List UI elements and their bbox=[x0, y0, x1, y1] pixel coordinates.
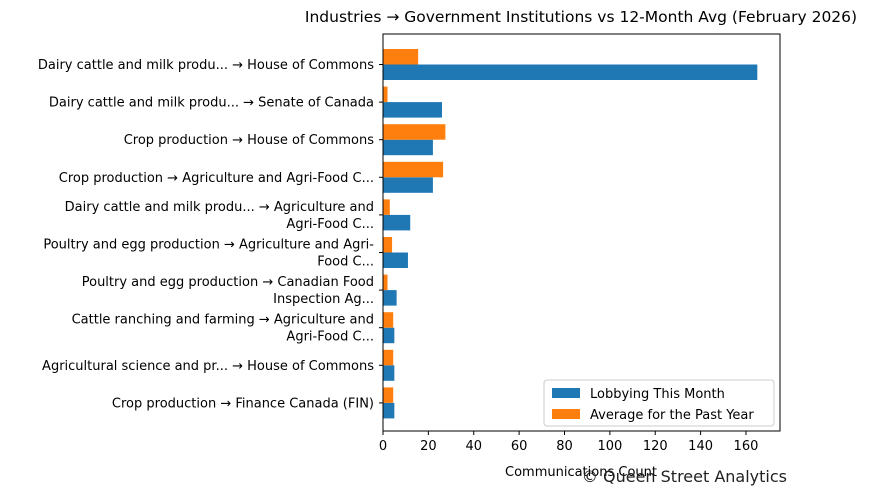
x-tick-label-1: 20 bbox=[420, 439, 437, 454]
y-tick-label-line: Agricultural science and pr... → House o… bbox=[42, 359, 374, 374]
y-tick-labels: Dairy cattle and milk produ... → House o… bbox=[38, 58, 383, 411]
y-tick-label-line: Crop production → House of Commons bbox=[124, 133, 375, 148]
x-axis-label: Communications Count bbox=[505, 465, 657, 480]
bar-past-year-avg-0 bbox=[383, 49, 419, 65]
x-tick-label-5: 100 bbox=[597, 439, 622, 454]
y-tick-label-line: Food C... bbox=[317, 255, 374, 270]
bar-past-year-avg-8 bbox=[383, 349, 394, 366]
y-tick-label-2: Crop production → House of Commons bbox=[124, 133, 375, 148]
y-tick-label-line: Crop production → Finance Canada (FIN) bbox=[112, 396, 374, 411]
x-tick-label-8: 160 bbox=[734, 439, 759, 454]
plot-frame bbox=[382, 33, 781, 432]
bar-this-month-7 bbox=[383, 327, 395, 344]
y-tick-label-6: Poultry and egg production → Canadian Fo… bbox=[82, 275, 374, 307]
bar-past-year-avg-9 bbox=[383, 387, 394, 403]
bar-past-year-avg-2 bbox=[383, 124, 446, 140]
legend-label-1: Average for the Past Year bbox=[590, 408, 754, 423]
bar-past-year-avg-4 bbox=[383, 199, 390, 215]
x-tick-label-3: 60 bbox=[511, 439, 528, 454]
x-tick-label-4: 80 bbox=[556, 439, 573, 454]
y-tick-label-line: Poultry and egg production → Agriculture… bbox=[43, 238, 374, 253]
y-tick-label-9: Crop production → Finance Canada (FIN) bbox=[112, 396, 374, 411]
bar-this-month-2 bbox=[383, 139, 433, 156]
bars-group bbox=[383, 49, 758, 419]
y-tick-label-line: Dairy cattle and milk produ... → Senate … bbox=[49, 96, 374, 111]
legend-box bbox=[543, 379, 775, 427]
y-tick-label-3: Crop production → Agriculture and Agri-F… bbox=[59, 171, 374, 186]
legend-swatch-0 bbox=[552, 388, 580, 398]
y-tick-label-7: Cattle ranching and farming → Agricultur… bbox=[72, 313, 374, 345]
bar-this-month-1 bbox=[383, 102, 442, 118]
y-tick-label-line: Cattle ranching and farming → Agricultur… bbox=[72, 313, 374, 328]
bar-past-year-avg-7 bbox=[383, 312, 394, 328]
y-tick-label-line: Crop production → Agriculture and Agri-F… bbox=[59, 171, 374, 186]
x-tick-label-6: 120 bbox=[643, 439, 668, 454]
x-tick-label-7: 140 bbox=[688, 439, 713, 454]
y-tick-label-line: Inspection Ag... bbox=[273, 292, 374, 307]
y-tick-label-0: Dairy cattle and milk produ... → House o… bbox=[38, 58, 374, 73]
bar-this-month-4 bbox=[383, 214, 411, 231]
y-tick-label-4: Dairy cattle and milk produ... → Agricul… bbox=[65, 200, 374, 232]
bar-this-month-3 bbox=[383, 177, 433, 193]
bar-past-year-avg-1 bbox=[383, 86, 388, 103]
bar-this-month-6 bbox=[383, 290, 397, 306]
x-tick-label-2: 40 bbox=[465, 439, 482, 454]
y-tick-label-1: Dairy cattle and milk produ... → Senate … bbox=[49, 96, 374, 111]
chart-title: Industries → Government Institutions vs … bbox=[305, 8, 857, 26]
y-tick-label-8: Agricultural science and pr... → House o… bbox=[42, 359, 374, 374]
bar-this-month-9 bbox=[383, 402, 395, 419]
y-tick-label-line: Poultry and egg production → Canadian Fo… bbox=[82, 275, 374, 290]
bar-past-year-avg-3 bbox=[383, 161, 444, 178]
legend: Lobbying This Month Average for the Past … bbox=[543, 379, 775, 427]
x-tick-labels: 0 20 40 60 80 100 120 140 160 bbox=[379, 431, 759, 454]
watermark-text: © Queen Street Analytics bbox=[582, 467, 787, 486]
x-tick-label-0: 0 bbox=[379, 439, 387, 454]
y-tick-label-line: Dairy cattle and milk produ... → House o… bbox=[38, 58, 374, 73]
bar-past-year-avg-6 bbox=[383, 274, 388, 291]
legend-swatch-1 bbox=[552, 409, 580, 419]
bar-this-month-0 bbox=[383, 64, 758, 80]
y-tick-label-line: Agri-Food C... bbox=[286, 330, 374, 345]
y-tick-label-line: Agri-Food C... bbox=[286, 217, 374, 232]
bar-past-year-avg-5 bbox=[383, 237, 393, 253]
bar-this-month-8 bbox=[383, 365, 395, 381]
y-tick-label-5: Poultry and egg production → Agriculture… bbox=[43, 238, 374, 270]
legend-label-0: Lobbying This Month bbox=[590, 387, 725, 402]
bar-this-month-5 bbox=[383, 252, 408, 268]
y-tick-label-line: Dairy cattle and milk produ... → Agricul… bbox=[65, 200, 374, 215]
